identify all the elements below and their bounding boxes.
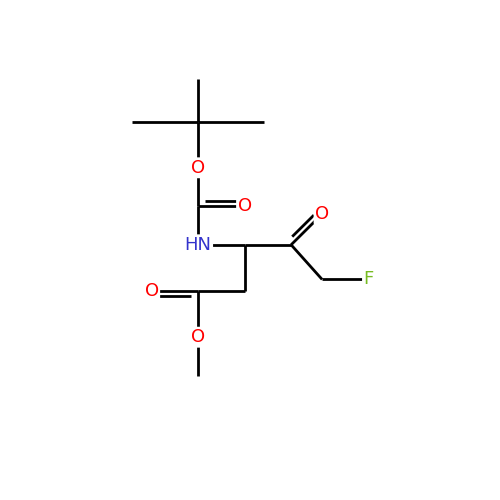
Text: O: O bbox=[144, 282, 158, 300]
Text: O: O bbox=[315, 205, 329, 223]
Text: O: O bbox=[191, 159, 205, 177]
Text: O: O bbox=[191, 328, 205, 346]
Text: O: O bbox=[238, 198, 252, 216]
Text: F: F bbox=[364, 270, 374, 288]
Text: HN: HN bbox=[184, 236, 212, 254]
